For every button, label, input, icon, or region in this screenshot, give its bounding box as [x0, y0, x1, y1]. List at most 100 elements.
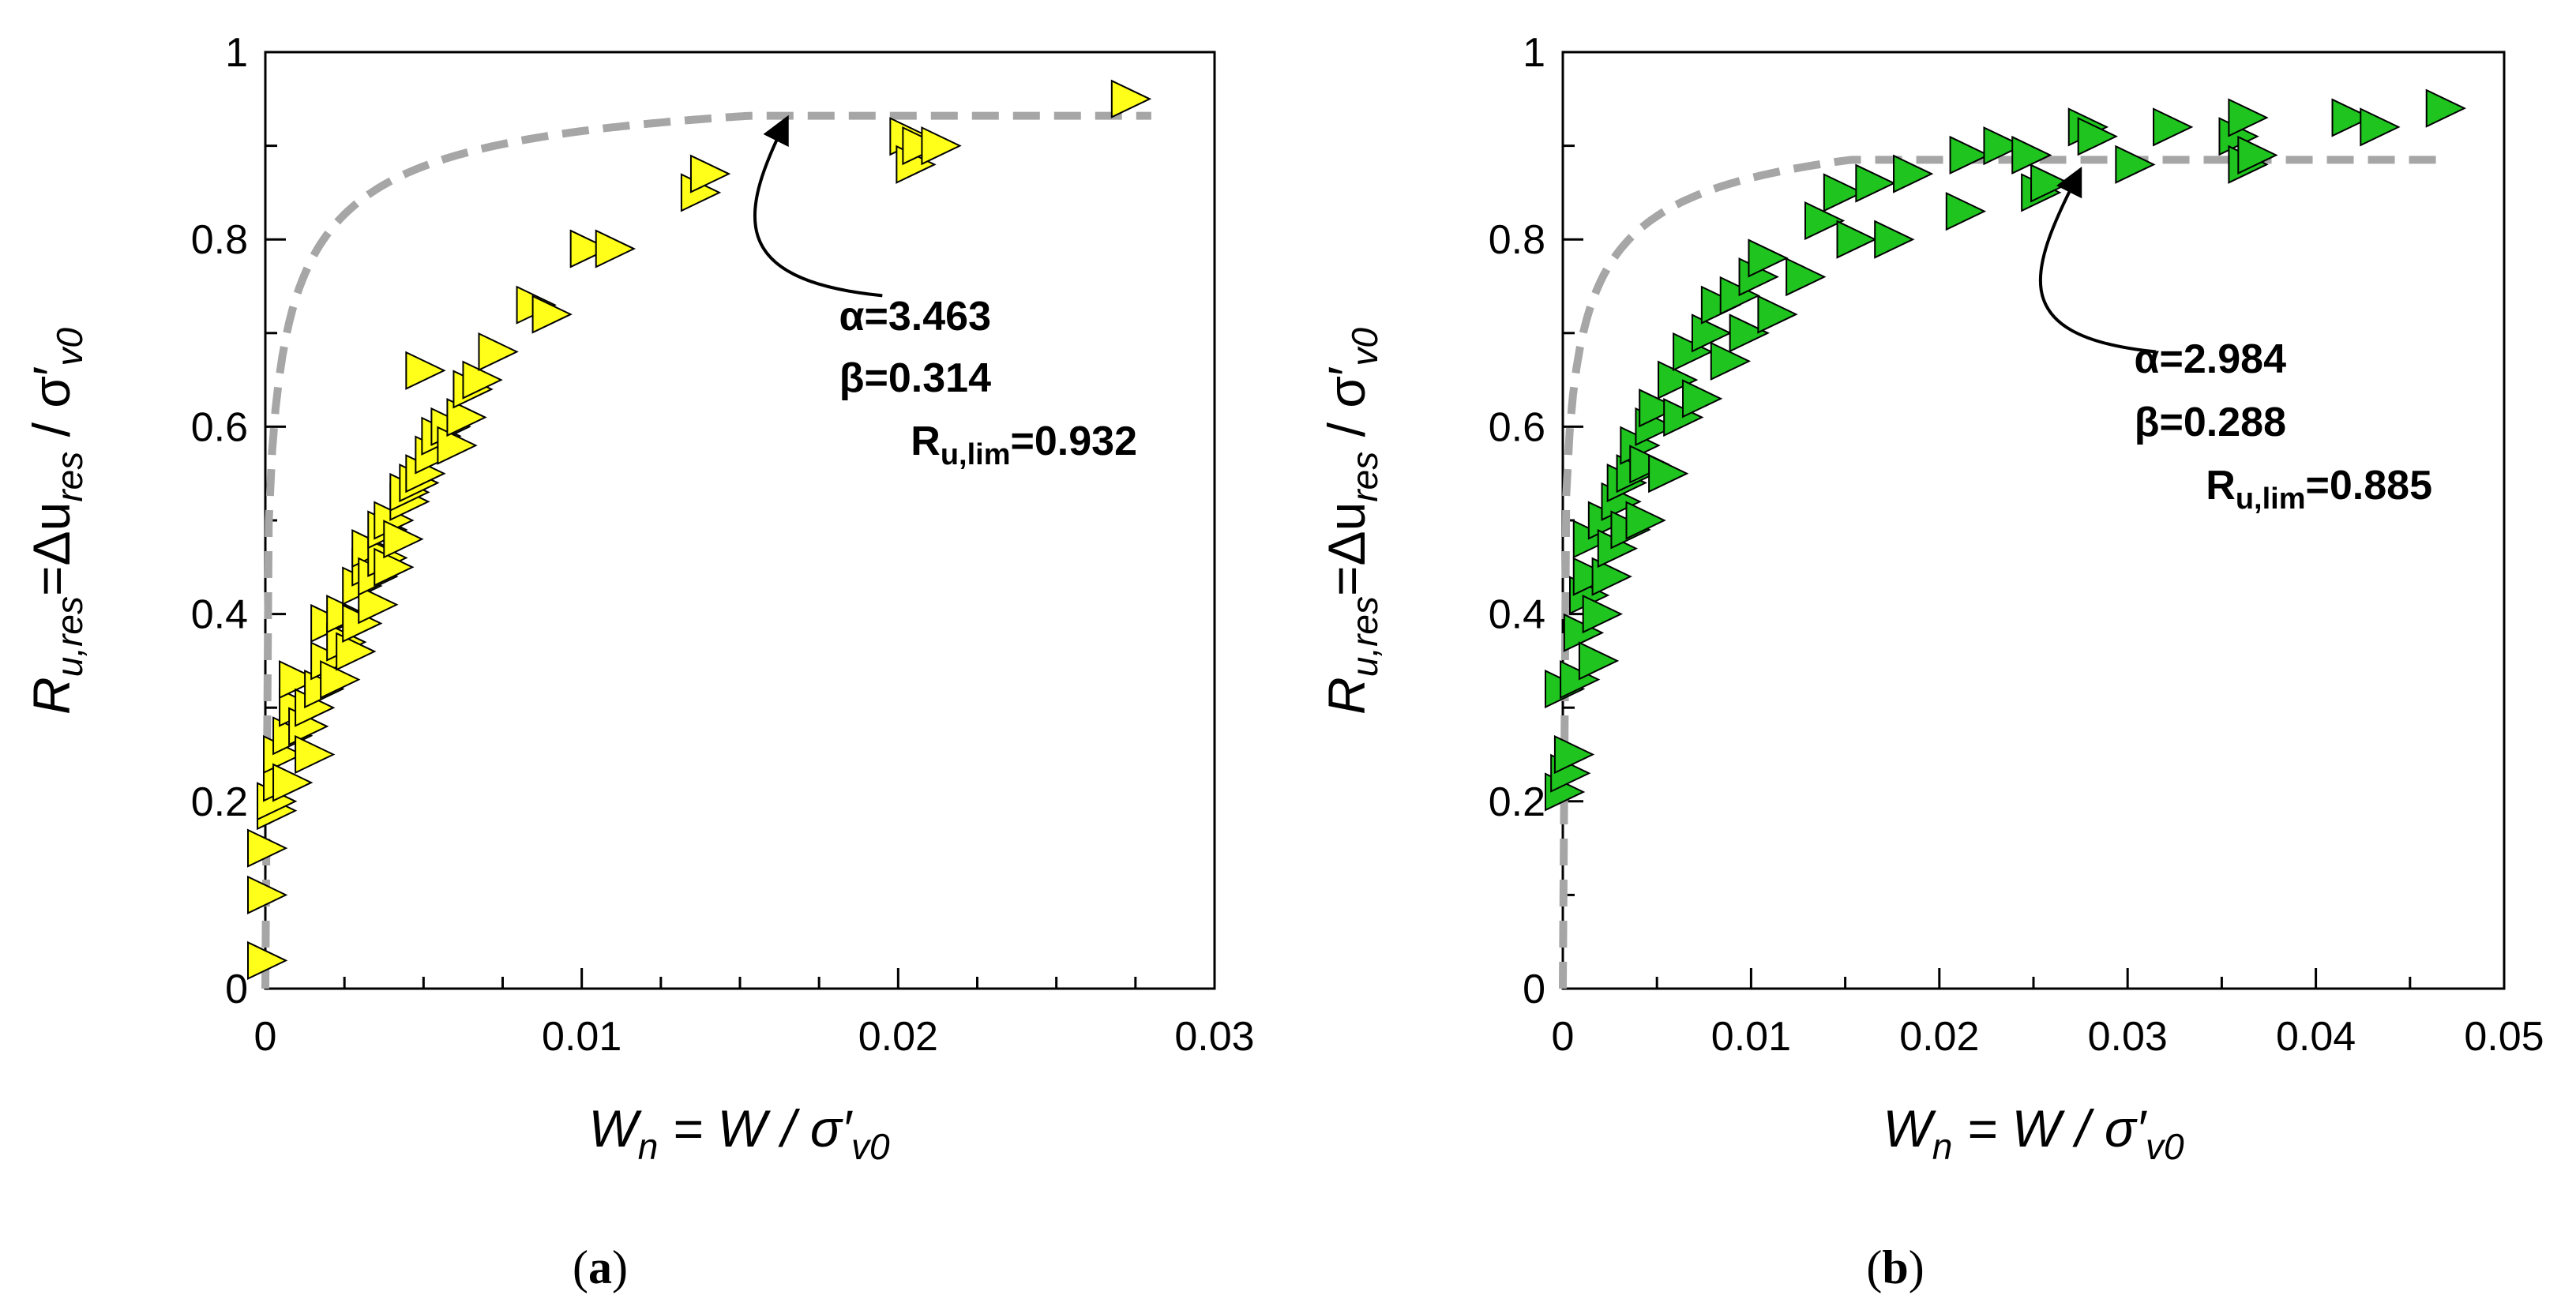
data-point: [1855, 163, 1896, 203]
data-point: [272, 763, 314, 802]
data-point: [1874, 220, 1915, 259]
data-point: [1639, 388, 1680, 428]
annotation-arrow: [753, 114, 883, 298]
data-point: [2077, 117, 2118, 156]
data-point: [595, 229, 636, 268]
panel-caption: (b): [1866, 1241, 1924, 1293]
x-axis-label: Wn = W / σ′v0: [588, 1099, 890, 1167]
x-tick-label: 0: [1552, 1014, 1575, 1060]
data-point: [462, 360, 503, 400]
data-points: [247, 79, 1152, 981]
x-tick-label: 0: [254, 1014, 277, 1060]
y-tick-label: 1: [1523, 30, 1545, 76]
x-tick-label: 0.02: [858, 1014, 938, 1060]
y-tick-labels: 0 0.2 0.4 0.6 0.8 1: [191, 30, 248, 1012]
annotation-beta: β=0.288: [2135, 400, 2286, 445]
x-axis-label: Wn = W / σ′v0: [1883, 1099, 2184, 1167]
data-point: [2030, 163, 2071, 203]
fit-curve: [261, 111, 1151, 989]
data-point: [1582, 595, 1623, 634]
y-tick-label: 1: [225, 30, 248, 76]
x-tick-label: 0.05: [2464, 1014, 2544, 1060]
data-point: [358, 585, 399, 625]
data-point: [446, 397, 487, 437]
data-point: [1648, 454, 1689, 494]
data-point: [1949, 135, 1990, 175]
annotation-alpha: α=3.463: [839, 294, 991, 340]
data-point: [689, 154, 731, 193]
y-axis-label: Ru,res=Δures / σ′v0: [1317, 328, 1385, 715]
data-point: [1836, 220, 1877, 259]
y-tick-labels: 0 0.2 0.4 0.6 0.8 1: [1489, 30, 1545, 1012]
data-point: [1748, 238, 1789, 278]
data-points: [1545, 88, 2467, 812]
annotation-arrow: [2038, 167, 2157, 354]
data-point: [2011, 135, 2052, 175]
data-point: [569, 229, 610, 268]
data-point: [1893, 154, 1934, 193]
y-tick-label: 0: [1523, 967, 1545, 1012]
data-point: [247, 828, 288, 868]
y-tick-label: 0.2: [1489, 779, 1545, 825]
x-tick-label: 0.03: [2088, 1014, 2168, 1060]
x-tick-label: 0.03: [1174, 1014, 1254, 1060]
data-point: [1110, 79, 1152, 118]
data-point: [2115, 145, 2156, 184]
x-tick-label: 0.04: [2276, 1014, 2356, 1060]
data-point: [1553, 734, 1595, 775]
data-point: [2425, 88, 2467, 128]
panel-a: 0 0.01 0.02 0.03 0 0.2 0.4 0.6 0.8 1 Wn …: [22, 30, 1255, 1293]
data-point: [2228, 98, 2269, 137]
data-point: [320, 660, 361, 700]
x-tick-labels: 0 0.01 0.02 0.03 0.04 0.05: [1552, 1014, 2544, 1060]
data-point: [921, 126, 962, 166]
data-point: [2360, 107, 2401, 147]
panel-b: 0 0.01 0.02 0.03 0.04 0.05 0 0.2 0.4 0.6…: [1317, 30, 2544, 1293]
x-tick-label: 0.02: [1899, 1014, 1979, 1060]
data-point: [1578, 641, 1620, 681]
annotation-alpha: α=2.984: [2135, 336, 2287, 382]
annotation-ru-lim: Ru,lim=0.885: [2206, 463, 2432, 516]
data-point: [2153, 107, 2194, 147]
y-tick-label: 0.2: [191, 779, 248, 825]
data-point: [1983, 126, 2024, 166]
data-point: [1823, 173, 1864, 212]
y-axis-label: Ru,res=Δures / σ′v0: [22, 328, 90, 715]
data-point: [1691, 313, 1733, 353]
data-point: [1658, 360, 1699, 400]
data-point: [1786, 257, 1827, 297]
y-tick-label: 0.8: [1489, 217, 1545, 263]
data-point: [279, 660, 320, 700]
data-point: [1757, 295, 1798, 334]
data-point: [383, 520, 424, 559]
x-tick-label: 0.01: [542, 1014, 621, 1060]
data-point: [1729, 313, 1770, 353]
data-point: [295, 734, 336, 775]
data-point: [405, 351, 446, 390]
data-point: [2237, 135, 2278, 175]
data-point: [336, 632, 377, 671]
annotation-ru-lim: Ru,lim=0.932: [911, 419, 1137, 471]
data-point: [1710, 341, 1752, 381]
y-tick-label: 0.8: [191, 217, 248, 263]
annotation-beta: β=0.314: [839, 355, 991, 401]
y-tick-label: 0.4: [191, 592, 248, 638]
x-tick-marks: [264, 968, 1216, 989]
data-point: [1682, 379, 1723, 419]
y-tick-label: 0: [225, 967, 248, 1012]
data-point: [531, 295, 573, 334]
x-tick-labels: 0 0.01 0.02 0.03: [254, 1014, 1255, 1060]
x-tick-label: 0.01: [1711, 1014, 1791, 1060]
fit-curve: [1559, 156, 2448, 989]
fit-curve-line: [1559, 156, 2448, 989]
y-tick-label: 0.6: [1489, 404, 1545, 450]
data-point: [478, 332, 519, 372]
data-point: [1945, 192, 1987, 231]
y-tick-label: 0.6: [191, 404, 248, 450]
data-point: [247, 940, 288, 981]
x-tick-marks: [1561, 968, 2506, 989]
data-point: [1804, 201, 1846, 241]
data-point: [1625, 501, 1666, 540]
y-tick-label: 0.4: [1489, 592, 1545, 638]
